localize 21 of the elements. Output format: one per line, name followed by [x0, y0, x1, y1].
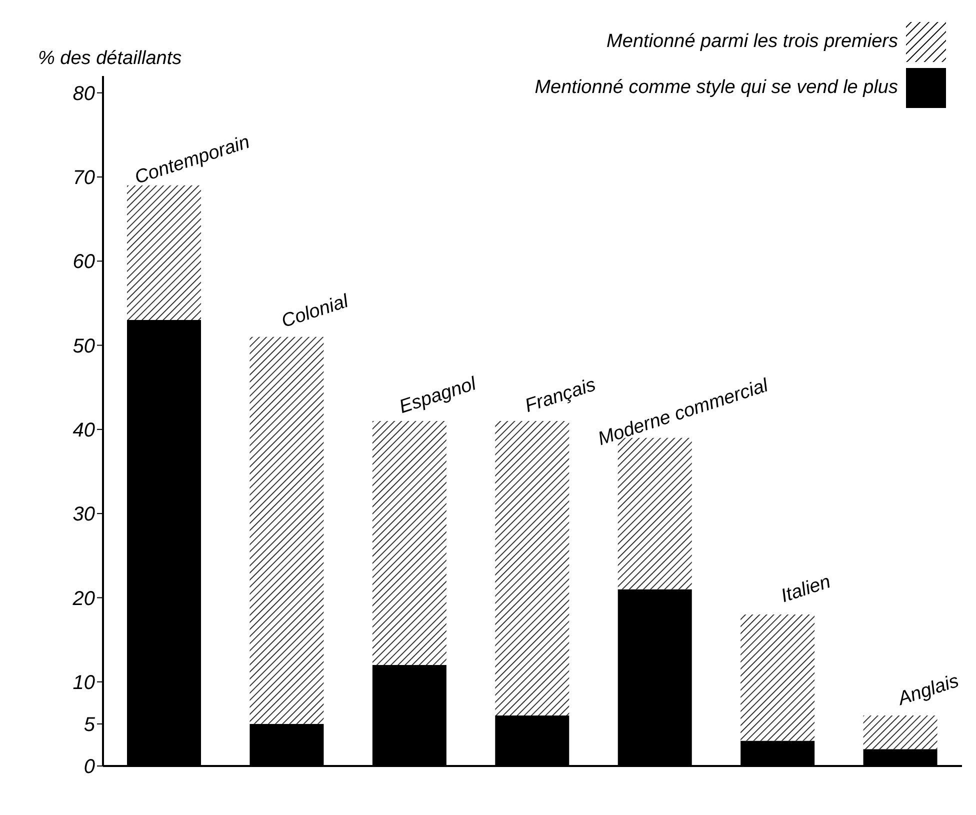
y-tick-label: 60 — [72, 251, 95, 274]
y-tick-label: 0 — [84, 756, 95, 778]
legend-label: Mentionné comme style qui se vend le plus — [534, 77, 898, 98]
y-tick-label: 20 — [72, 588, 95, 610]
bar — [372, 421, 446, 666]
x-tick-label: Anglais — [894, 670, 962, 710]
y-tick-label: 70 — [72, 167, 95, 190]
x-tick-label: Italien — [778, 571, 834, 608]
bar — [127, 185, 201, 320]
bar — [495, 421, 570, 716]
bar — [740, 614, 815, 741]
bar — [250, 336, 324, 724]
y-tick-label: 30 — [72, 504, 95, 526]
legend-label: Mentionné parmi les trois premiers — [606, 31, 898, 52]
y-tick-label: 40 — [72, 420, 95, 442]
y-tick-label: 10 — [72, 672, 95, 694]
y-tick-label: 80 — [72, 82, 95, 105]
y-tick-label: 50 — [72, 335, 95, 358]
bar — [863, 716, 938, 750]
y-axis-title: % des détaillants — [38, 48, 182, 70]
y-tick-label: 5 — [84, 714, 96, 736]
